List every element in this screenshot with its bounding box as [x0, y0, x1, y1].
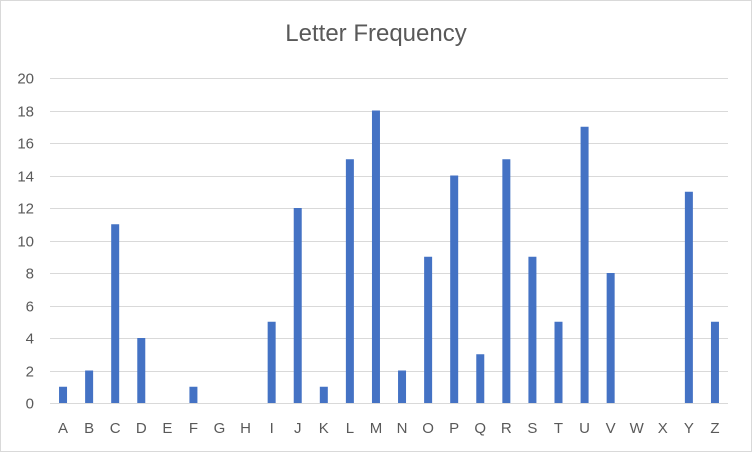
y-tick-label: 6	[26, 299, 34, 316]
y-tick-label: 10	[17, 234, 34, 251]
bar-i	[267, 321, 276, 403]
x-tick-label: G	[214, 420, 226, 437]
x-tick-label: E	[162, 420, 172, 437]
x-tick-label: O	[422, 420, 434, 437]
x-tick-label: K	[319, 420, 329, 437]
y-tick-label: 2	[26, 364, 34, 381]
y-tick-label: 20	[17, 71, 34, 88]
x-tick-label: V	[606, 420, 616, 437]
x-tick-label: F	[189, 420, 198, 437]
y-tick-label: 4	[26, 331, 34, 348]
bar-a	[59, 386, 68, 403]
x-tick-label: A	[58, 420, 68, 437]
y-tick-label: 12	[17, 201, 34, 218]
bar-n	[398, 370, 407, 403]
bar-y	[684, 191, 693, 403]
x-tick-label: R	[501, 420, 512, 437]
x-tick-label: I	[270, 420, 274, 437]
y-tick-label: 0	[26, 396, 34, 413]
y-axis-ticks: 0 2 4 6 8 10 12 14 16 18 20	[17, 71, 34, 413]
bar-t	[554, 321, 563, 403]
bar-m	[371, 110, 380, 403]
bar-u	[580, 126, 589, 403]
bar-r	[502, 159, 511, 403]
bar-p	[450, 175, 459, 403]
bar-s	[528, 256, 537, 403]
x-tick-label: Z	[710, 420, 719, 437]
x-tick-label: M	[370, 420, 383, 437]
bar-k	[319, 386, 328, 403]
x-tick-label: S	[527, 420, 537, 437]
bar-f	[189, 386, 198, 403]
bar-d	[137, 338, 146, 403]
x-tick-label: P	[449, 420, 459, 437]
chart-title: Letter Frequency	[285, 20, 467, 47]
x-tick-label: T	[554, 420, 563, 437]
bar-v	[606, 273, 615, 403]
bar-q	[476, 354, 485, 403]
y-tick-label: 14	[17, 169, 34, 186]
x-tick-label: B	[84, 420, 94, 437]
x-tick-label: X	[658, 420, 668, 437]
x-tick-label: Y	[684, 420, 694, 437]
bars	[59, 110, 719, 403]
y-tick-label: 18	[17, 104, 34, 121]
x-tick-label: L	[346, 420, 354, 437]
bar-z	[710, 321, 719, 403]
bar-b	[85, 370, 94, 403]
bar-j	[293, 208, 302, 403]
x-tick-label: N	[397, 420, 408, 437]
bar-l	[345, 159, 354, 403]
x-tick-label: Q	[474, 420, 486, 437]
x-tick-label: W	[630, 420, 645, 437]
x-tick-label: U	[579, 420, 590, 437]
y-tick-label: 16	[17, 136, 34, 153]
x-tick-label: J	[294, 420, 302, 437]
x-tick-label: C	[110, 420, 121, 437]
gridlines	[50, 78, 728, 404]
bar-o	[424, 256, 433, 403]
x-tick-label: H	[240, 420, 251, 437]
bar-c	[111, 224, 120, 403]
x-tick-label: D	[136, 420, 147, 437]
y-tick-label: 8	[26, 266, 34, 283]
